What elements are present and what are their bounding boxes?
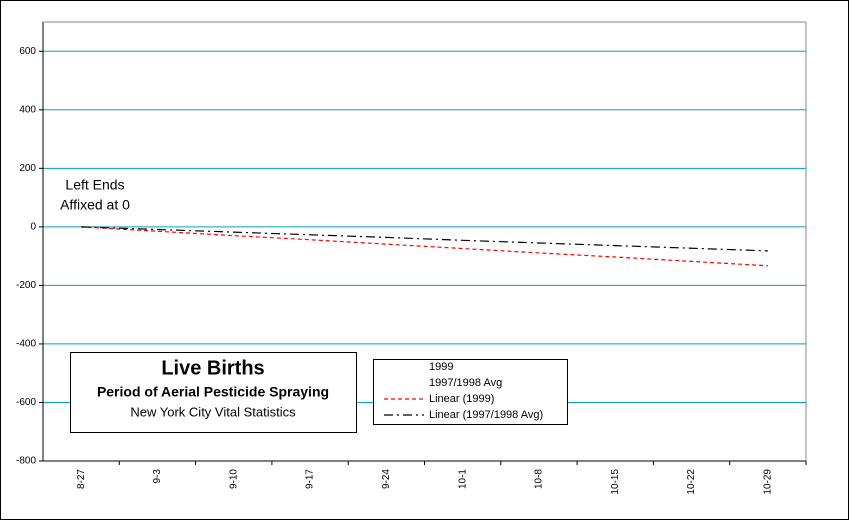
series-line bbox=[81, 226, 768, 252]
x-tick-label: 10-8 bbox=[534, 469, 545, 489]
y-tick-label: -800 bbox=[16, 456, 36, 467]
y-tick-label: 0 bbox=[30, 222, 36, 233]
legend-label: 1997/1998 Avg bbox=[429, 377, 502, 389]
series-line bbox=[81, 226, 768, 267]
x-tick-label: 9-10 bbox=[228, 469, 239, 489]
y-tick-label: 400 bbox=[19, 104, 36, 115]
x-tick-label: 10-1 bbox=[457, 469, 468, 489]
legend-label: Linear (1997/1998 Avg) bbox=[429, 409, 543, 421]
x-tick-label: 10-29 bbox=[762, 469, 773, 495]
x-tick-label: 9-17 bbox=[305, 469, 316, 489]
y-tick-label: 200 bbox=[19, 163, 36, 174]
x-tick-label: 10-22 bbox=[686, 469, 697, 495]
legend-box bbox=[373, 359, 568, 425]
legend-label: 1999 bbox=[429, 361, 453, 373]
y-tick-label: -400 bbox=[16, 339, 36, 350]
annotation: Affixed at 0 bbox=[60, 197, 130, 213]
annotation: Left Ends bbox=[65, 177, 124, 193]
y-tick-label: -200 bbox=[16, 280, 36, 291]
chart-source: New York City Vital Statistics bbox=[130, 404, 296, 419]
y-tick-label: 600 bbox=[19, 46, 36, 57]
chart-title: Live Births bbox=[161, 357, 264, 379]
x-tick-label: 9-24 bbox=[381, 469, 392, 489]
y-tick-label: -600 bbox=[16, 397, 36, 408]
x-tick-label: 10-15 bbox=[610, 469, 621, 495]
x-tick-label: 8-27 bbox=[76, 469, 87, 489]
x-tick-label: 9-3 bbox=[152, 469, 163, 484]
title-box bbox=[70, 352, 357, 433]
legend-label: Linear (1999) bbox=[429, 393, 494, 405]
chart-subtitle: Period of Aerial Pesticide Spraying bbox=[97, 384, 329, 400]
